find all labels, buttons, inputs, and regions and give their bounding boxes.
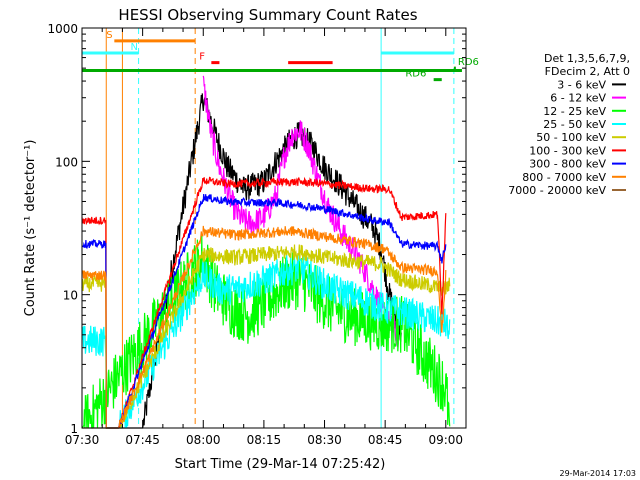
legend-label-3: 25 - 50 keV bbox=[543, 118, 606, 131]
legend-label-0: 3 - 6 keV bbox=[557, 78, 606, 91]
flag-label-7: RD6 bbox=[405, 69, 426, 80]
x-tick-label-5: 08:45 bbox=[368, 433, 403, 447]
chart-title: HESSI Observing Summary Count Rates bbox=[118, 6, 417, 24]
legend-label-1: 6 - 12 keV bbox=[550, 92, 606, 105]
legend-header-0: Det 1,3,5,6,7,9, bbox=[544, 52, 630, 65]
flag-label-0: S bbox=[106, 30, 112, 41]
footer-timestamp: 29-Mar-2014 17:03 bbox=[560, 469, 637, 478]
series-line-4 bbox=[81, 244, 451, 429]
legend-label-7: 800 - 7000 keV bbox=[522, 171, 606, 184]
y-tick-label-0: 1 bbox=[70, 422, 78, 436]
series-line-6 bbox=[81, 193, 447, 429]
x-tick-label-3: 08:15 bbox=[247, 433, 282, 447]
legend-label-6: 300 - 800 keV bbox=[529, 158, 606, 171]
x-tick-label-0: 07:30 bbox=[65, 433, 100, 447]
x-tick-label-2: 08:00 bbox=[186, 433, 221, 447]
legend-label-2: 12 - 25 keV bbox=[543, 105, 606, 118]
y-tick-label-3: 1000 bbox=[47, 22, 78, 36]
series-line-7 bbox=[81, 225, 447, 429]
legend-label-5: 100 - 300 keV bbox=[529, 144, 606, 157]
legend-label-8: 7000 - 20000 keV bbox=[508, 184, 606, 197]
x-tick-label-1: 07:45 bbox=[125, 433, 160, 447]
x-tick-label-4: 08:30 bbox=[307, 433, 342, 447]
y-axis-label: Count Rate (s⁻¹ detector⁻¹) bbox=[23, 140, 38, 317]
flag-label-3: F bbox=[199, 52, 205, 63]
x-axis-label: Start Time (29-Mar-14 07:25:42) bbox=[175, 457, 386, 472]
flag-label-6: RD6 bbox=[458, 57, 479, 68]
legend-label-4: 50 - 100 keV bbox=[536, 131, 606, 144]
y-tick-label-2: 100 bbox=[55, 155, 78, 169]
flag-label-1: N bbox=[131, 42, 138, 53]
x-tick-label-6: 09:00 bbox=[428, 433, 463, 447]
legend-header-1: FDecim 2, Att 0 bbox=[545, 65, 630, 78]
plot-frame bbox=[81, 27, 467, 429]
y-tick-label-1: 10 bbox=[63, 289, 78, 303]
series-line-5 bbox=[81, 176, 447, 429]
series-line-1 bbox=[202, 75, 398, 347]
series-line-3 bbox=[81, 251, 451, 429]
